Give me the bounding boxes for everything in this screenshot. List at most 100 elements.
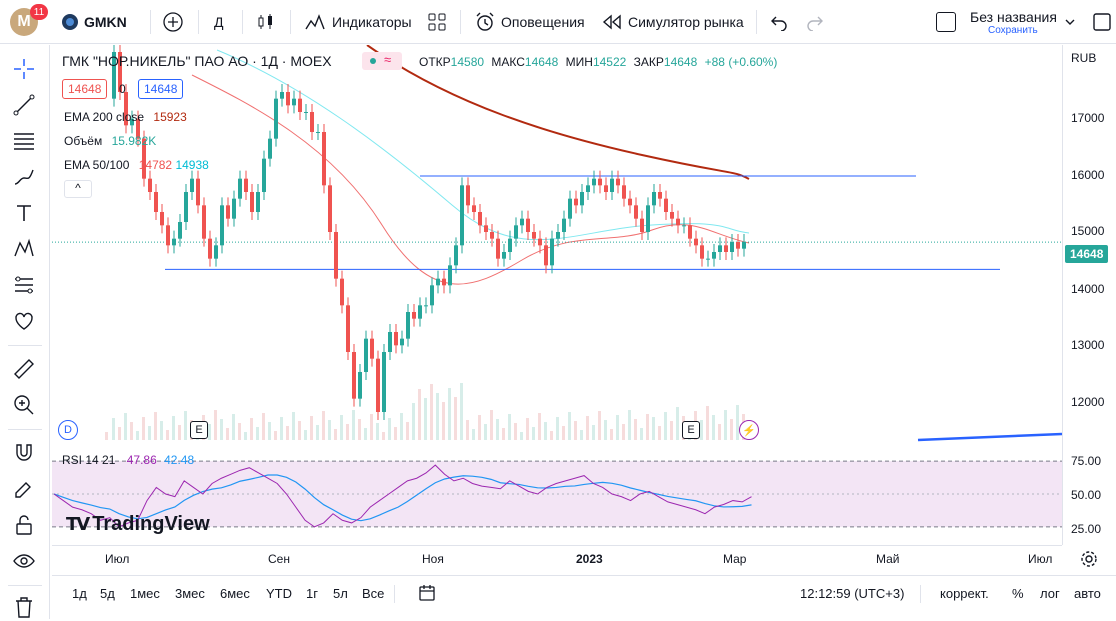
text-tool[interactable] (10, 199, 38, 227)
price-tick: 13000 (1071, 338, 1105, 352)
layout-checkbox[interactable] (936, 0, 956, 44)
price-axis[interactable]: RUB 17000 16000 15000 14000 13000 12000 … (1062, 45, 1116, 545)
time-tick: Май (876, 552, 900, 566)
symbol-logo-icon (62, 14, 78, 30)
candle-body (376, 358, 380, 412)
crosshair-tool[interactable] (10, 55, 38, 83)
candle-body (382, 352, 386, 412)
redo-button[interactable] (806, 0, 824, 44)
range-5y[interactable]: 5л (333, 586, 348, 601)
chart-type-button[interactable] (256, 0, 276, 44)
rsi-pane[interactable] (52, 448, 1062, 540)
zoom-in-icon (14, 395, 34, 415)
range-all[interactable]: Все (362, 586, 385, 601)
volume-bar (550, 431, 553, 440)
pattern-icon (14, 238, 34, 257)
clock-display[interactable]: 12:12:59 (UTC+3) (800, 586, 905, 601)
candle-body (412, 312, 416, 319)
favorites-tool[interactable] (10, 307, 38, 335)
indicators-button[interactable]: Индикаторы (304, 0, 412, 44)
candle-body (526, 218, 530, 232)
volume-bar (604, 420, 607, 440)
lock-tool[interactable] (10, 511, 38, 539)
earnings-marker[interactable]: E (190, 421, 208, 439)
volume-bar (352, 410, 355, 440)
candle-body (400, 338, 404, 346)
time-axis[interactable]: Июл Сен Ноя 2023 Мар Май Июл (52, 545, 1062, 573)
percent-toggle[interactable]: % (1012, 586, 1024, 601)
settings-button[interactable] (1080, 550, 1098, 573)
range-5d[interactable]: 5д (100, 586, 115, 601)
volume-bar (706, 406, 709, 440)
layout-menu-button[interactable] (1064, 0, 1076, 44)
ema50-legend[interactable]: EMA 50/100 14782 14938 (64, 158, 209, 172)
auto-toggle[interactable]: авто (1074, 586, 1101, 601)
interval-button[interactable]: Д (214, 14, 224, 30)
crosshair-icon (14, 59, 34, 79)
candle-body (586, 185, 590, 192)
range-6m[interactable]: 6мес (220, 586, 250, 601)
magnet-tool[interactable] (10, 439, 38, 467)
trendline-tool[interactable] (10, 91, 38, 119)
text-icon (17, 205, 31, 221)
sell-button[interactable]: 14648 (62, 79, 108, 99)
templates-button[interactable] (428, 0, 446, 44)
volume-legend[interactable]: Объём 15.982K (64, 134, 157, 148)
range-1m[interactable]: 1мес (130, 586, 160, 601)
candle-body (172, 238, 176, 246)
gear-icon (1081, 551, 1097, 567)
volume-bar (184, 411, 187, 440)
layout-name-button[interactable]: Без названия Сохранить (970, 0, 1057, 44)
replay-button[interactable]: Симулятор рынка (602, 0, 744, 44)
volume-bar (712, 415, 715, 440)
ema200-legend[interactable]: EMA 200 close 15923 (64, 110, 187, 124)
candle-body (256, 192, 260, 212)
fullscreen-button[interactable] (1092, 0, 1112, 44)
candle-body (478, 212, 482, 226)
adjust-toggle[interactable]: коррект. (940, 586, 989, 601)
range-1y[interactable]: 1г (306, 586, 318, 601)
range-ytd[interactable]: YTD (266, 586, 292, 601)
candle-body (544, 245, 548, 266)
candle-body (298, 98, 302, 112)
lightning-marker[interactable]: ⚡ (739, 420, 759, 440)
time-tick: Мар (723, 552, 747, 566)
alerts-button[interactable]: Оповещения (474, 0, 585, 44)
dividend-marker[interactable]: D (58, 420, 78, 440)
rsi-legend[interactable]: RSI 14 21 47.86 42.48 (62, 453, 195, 467)
undo-button[interactable] (770, 0, 788, 44)
volume-bar (622, 424, 625, 440)
symbol-search-button[interactable]: GMKN (62, 0, 127, 44)
fib-tool[interactable] (10, 127, 38, 155)
currency-label[interactable]: RUB (1071, 51, 1097, 65)
candle-body (340, 278, 344, 306)
price-chart[interactable] (52, 45, 1062, 445)
prediction-tool[interactable] (10, 271, 38, 299)
volume-bar (154, 412, 157, 440)
volume-bar (370, 414, 373, 440)
volume-bar (646, 414, 649, 440)
zoom-tool[interactable] (10, 391, 38, 419)
ruler-tool[interactable] (10, 355, 38, 383)
collapse-legend-button[interactable]: ^ (64, 180, 92, 198)
range-1d[interactable]: 1д (72, 586, 87, 601)
candle-body (634, 205, 638, 219)
visibility-tool[interactable] (10, 547, 38, 575)
candle-body (502, 252, 506, 259)
volume-bar (418, 389, 421, 440)
log-toggle[interactable]: лог (1040, 586, 1060, 601)
candle-body (460, 185, 464, 246)
status-indicator[interactable]: ≈ (362, 52, 402, 70)
date-range-button[interactable] (418, 584, 436, 605)
delete-tool[interactable] (10, 593, 38, 621)
range-3m[interactable]: 3мес (175, 586, 205, 601)
buy-button[interactable]: 14648 (138, 79, 184, 99)
draw-mode-tool[interactable] (10, 475, 38, 503)
volume-bar (490, 410, 493, 440)
add-symbol-button[interactable] (162, 0, 184, 44)
earnings-marker[interactable]: E (682, 421, 700, 439)
pattern-tool[interactable] (10, 235, 38, 263)
brush-tool[interactable] (10, 163, 38, 191)
candle-body (178, 222, 182, 239)
volume-bar (226, 428, 229, 440)
